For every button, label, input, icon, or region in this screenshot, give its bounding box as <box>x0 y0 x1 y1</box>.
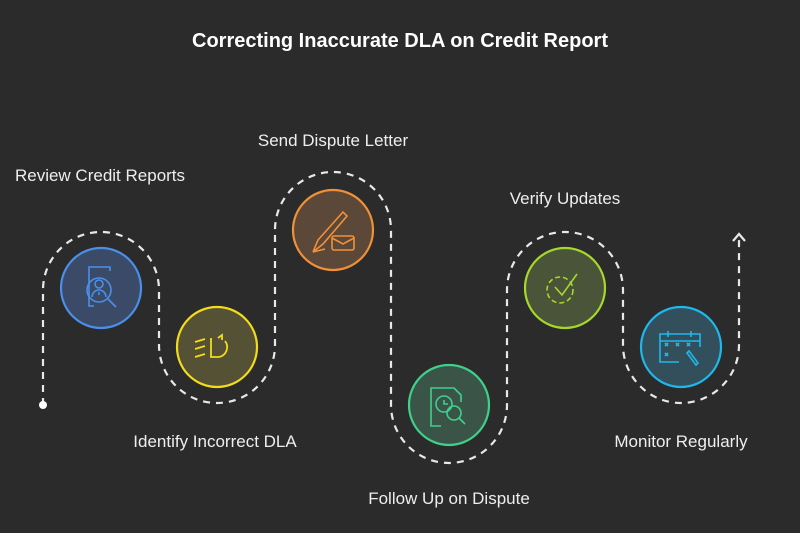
step-circle <box>291 188 375 272</box>
step-label-send-dispute-letter: Send Dispute Letter <box>257 131 409 150</box>
step-circle <box>175 305 259 389</box>
step-circle <box>407 363 491 447</box>
step-label-monitor-regularly: Monitor Regularly <box>614 432 748 451</box>
gear-check-icon <box>546 273 578 304</box>
dashed-path <box>41 170 741 465</box>
step-label-review-credit-reports: Review Credit Reports <box>14 166 186 185</box>
user-search-document-icon <box>86 266 117 308</box>
headlight-refresh-icon <box>194 333 228 358</box>
step-label-verify-updates: Verify Updates <box>509 189 621 208</box>
step-circle <box>639 305 723 389</box>
arrow-head-icon <box>732 232 746 242</box>
calendar-pen-icon <box>659 331 701 367</box>
start-dot <box>39 401 47 409</box>
step-circle <box>523 246 607 330</box>
pencil-envelope-icon <box>312 210 355 253</box>
step-label-identify-incorrect-dla: Identify Incorrect DLA <box>133 432 297 451</box>
diagram-title: Correcting Inaccurate DLA on Credit Repo… <box>192 30 608 52</box>
document-clock-search-icon <box>430 387 466 427</box>
step-label-follow-up-on-dispute: Follow Up on Dispute <box>368 489 530 508</box>
